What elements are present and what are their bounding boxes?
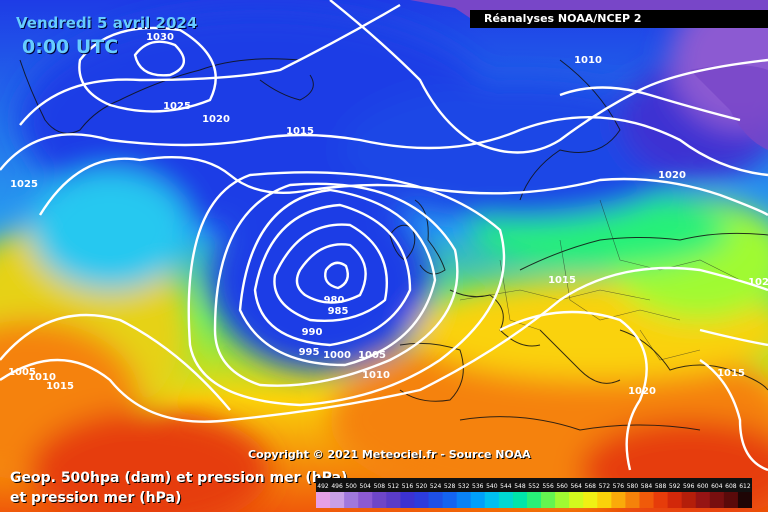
color-scale-tick-label: 552 bbox=[528, 483, 540, 490]
color-scale-swatch bbox=[484, 492, 500, 508]
color-scale-swatch bbox=[611, 492, 626, 508]
color-scale-tick-label: 560 bbox=[556, 483, 568, 490]
isobar-label: 1000 bbox=[323, 350, 351, 361]
color-scale-swatch bbox=[667, 492, 683, 508]
isobar-label: 995 bbox=[299, 347, 320, 358]
color-scale-tick-label: 604 bbox=[711, 483, 723, 490]
isobar-label: 1005 bbox=[358, 350, 386, 361]
color-scale-swatch bbox=[470, 492, 486, 508]
color-scale-tick-label: 612 bbox=[739, 483, 751, 490]
color-scale-swatch bbox=[526, 492, 542, 508]
isobar-label: 1020 bbox=[202, 114, 230, 125]
color-scale-swatch bbox=[583, 492, 598, 508]
isobar-label: 980 bbox=[324, 295, 345, 306]
color-scale-tick-label: 564 bbox=[570, 483, 582, 490]
color-scale-tick-label: 496 bbox=[331, 483, 343, 490]
color-scale-tick-label: 544 bbox=[500, 483, 512, 490]
isobar-label: 1010 bbox=[574, 55, 602, 66]
color-scale-tick-label: 528 bbox=[444, 483, 456, 490]
color-scale-tick-label: 504 bbox=[360, 483, 372, 490]
color-scale-swatch bbox=[569, 492, 584, 508]
isobar-label: 1010 bbox=[28, 372, 56, 383]
color-scale-tick-label: 608 bbox=[725, 483, 737, 490]
color-scale-tick-label: 516 bbox=[402, 483, 414, 490]
color-scale-swatch bbox=[386, 492, 401, 508]
isobar-label: 1030 bbox=[146, 32, 174, 43]
color-scale-swatch bbox=[498, 492, 514, 508]
isobar-label: 1020 bbox=[628, 386, 656, 397]
color-scale-swatch bbox=[653, 492, 669, 508]
isobar-label: 1015 bbox=[548, 275, 576, 286]
color-scale-swatch bbox=[330, 492, 345, 508]
map-date: Vendredi 5 avril 2024 bbox=[16, 14, 198, 32]
isobar-label: 1020 bbox=[658, 170, 686, 181]
legend-title: Geop. 500hpa (dam) et pression mer (hPa) bbox=[10, 470, 348, 486]
color-scale-tick-label: 576 bbox=[613, 483, 625, 490]
isobar-label: 1010 bbox=[362, 370, 390, 381]
color-scale-swatch bbox=[723, 492, 739, 508]
color-scale-tick-label: 548 bbox=[514, 483, 526, 490]
isobar-label: 1015 bbox=[46, 381, 74, 392]
isobar-label: 1020 bbox=[748, 277, 768, 288]
color-scale-tick-label: 520 bbox=[416, 483, 428, 490]
color-scale-swatch bbox=[372, 492, 387, 508]
color-scale-swatch bbox=[625, 492, 640, 508]
color-scale-swatch bbox=[681, 492, 697, 508]
color-scale-tick-label: 500 bbox=[345, 483, 357, 490]
isobar-label: 1015 bbox=[717, 368, 745, 379]
color-scale-swatch bbox=[414, 492, 430, 508]
color-scale-swatch bbox=[555, 492, 570, 508]
color-scale-tick-label: 508 bbox=[374, 483, 386, 490]
color-scale-tick-label: 596 bbox=[683, 483, 695, 490]
color-scale-tick-label: 540 bbox=[486, 483, 498, 490]
legend-subtitle: et pression mer (hPa) bbox=[10, 490, 182, 506]
source-banner: Réanalyses NOAA/NCEP 2 bbox=[470, 10, 768, 28]
color-scale-tick-label: 584 bbox=[641, 483, 653, 490]
color-scale-swatch bbox=[358, 492, 373, 508]
color-scale-swatch bbox=[316, 492, 331, 508]
color-scale-tick-label: 556 bbox=[542, 483, 554, 490]
color-scale-swatch bbox=[344, 492, 359, 508]
isobar-label: 1005 bbox=[8, 367, 36, 378]
color-scale-swatch bbox=[597, 492, 612, 508]
color-scale-tick-label: 524 bbox=[430, 483, 442, 490]
color-scale-swatch bbox=[512, 492, 528, 508]
color-scale-swatch bbox=[428, 492, 444, 508]
isobar-label: 1025 bbox=[10, 179, 38, 190]
color-scale-swatch bbox=[639, 492, 655, 508]
color-scale-tick-label: 568 bbox=[585, 483, 597, 490]
color-scale-swatch bbox=[737, 492, 752, 508]
color-scale-swatch bbox=[695, 492, 711, 508]
color-scale-tick-label: 588 bbox=[655, 483, 667, 490]
map-time: 0:00 UTC bbox=[22, 36, 119, 58]
color-scale-bar: 492 496 500 504 508 512 516 520 524 528 532 536 540 5… bbox=[316, 478, 752, 508]
color-scale-tick-label: 532 bbox=[458, 483, 470, 490]
color-scale-tick-label: 580 bbox=[627, 483, 639, 490]
color-scale-swatch bbox=[400, 492, 415, 508]
color-scale-tick-label: 512 bbox=[388, 483, 400, 490]
isobar-label: 1025 bbox=[163, 101, 191, 112]
isobar-label: 990 bbox=[302, 327, 323, 338]
color-scale-swatch bbox=[709, 492, 725, 508]
color-scale-tick-label: 492 bbox=[317, 483, 329, 490]
color-scale-tick-label: 600 bbox=[697, 483, 709, 490]
color-scale-tick-label: 536 bbox=[472, 483, 484, 490]
color-scale-swatch bbox=[541, 492, 556, 508]
copyright-notice: Copyright © 2021 Meteociel.fr - Source N… bbox=[248, 448, 531, 461]
color-scale-swatch bbox=[456, 492, 472, 508]
color-scale-tick-label: 572 bbox=[599, 483, 611, 490]
color-scale-swatch bbox=[442, 492, 458, 508]
color-scale-tick-label: 592 bbox=[669, 483, 681, 490]
isobar-label: 1015 bbox=[286, 126, 314, 137]
isobar-label: 985 bbox=[328, 306, 349, 317]
